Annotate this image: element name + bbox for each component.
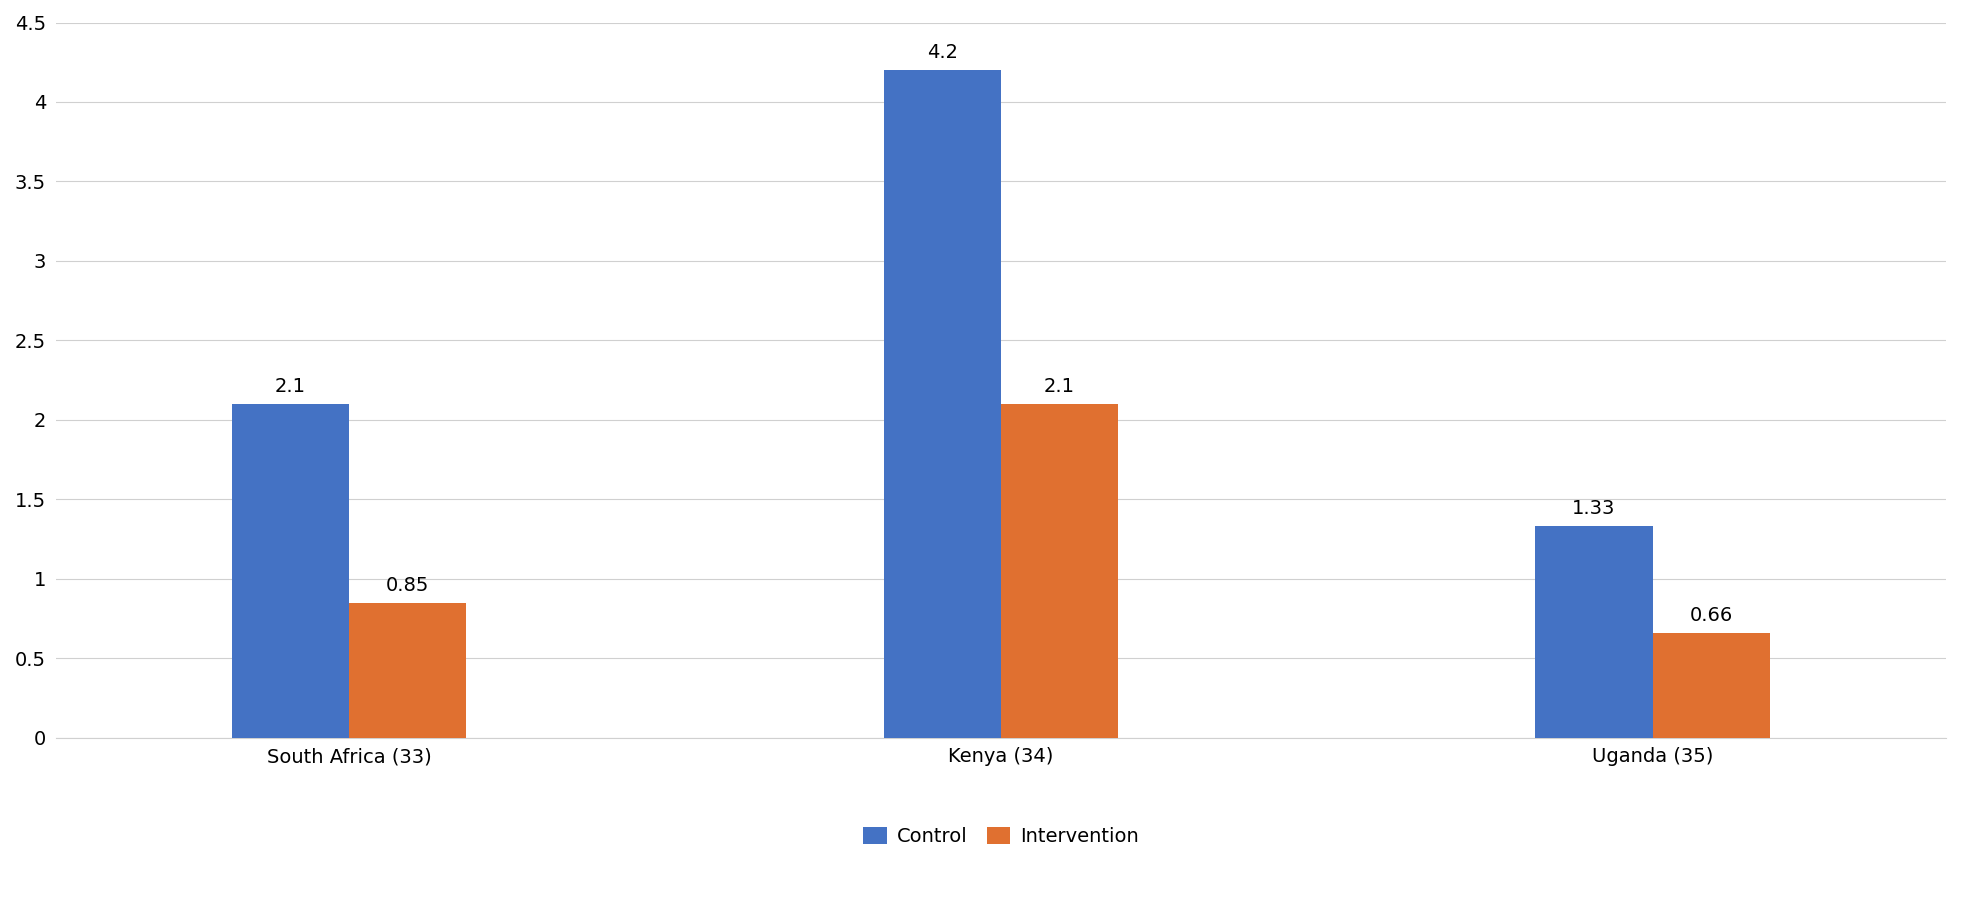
Bar (1653, 633, 1771, 737)
Bar (349, 602, 467, 737)
Legend: Control, Intervention: Control, Intervention (855, 819, 1147, 854)
Text: 4.2: 4.2 (928, 43, 957, 62)
Text: 1.33: 1.33 (1573, 500, 1616, 518)
Text: 2.1: 2.1 (1043, 377, 1075, 396)
Bar (1000, 404, 1118, 737)
Text: 0.66: 0.66 (1690, 606, 1734, 625)
Text: 0.85: 0.85 (386, 576, 429, 595)
Bar (231, 404, 349, 737)
Bar (1535, 527, 1653, 737)
Bar (884, 70, 1000, 737)
Text: 2.1: 2.1 (275, 377, 306, 396)
